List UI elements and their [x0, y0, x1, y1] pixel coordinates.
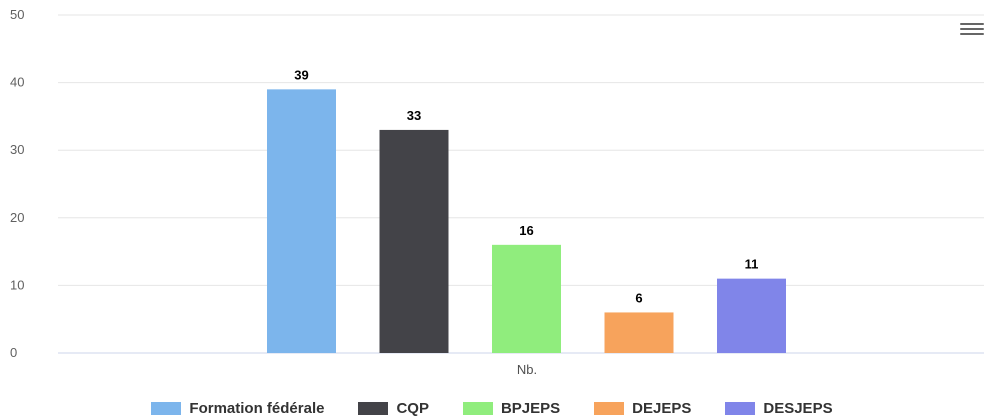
- y-axis-ticks: 0 10 20 30 40 50: [10, 7, 24, 360]
- legend-item-cqp[interactable]: CQP: [358, 400, 429, 417]
- legend-swatch: [151, 401, 182, 415]
- bar-cqp[interactable]: [379, 129, 449, 353]
- y-tick-label: 10: [10, 277, 24, 292]
- legend-item-formation-federale[interactable]: Formation fédérale: [151, 400, 324, 417]
- bar-desjeps[interactable]: [717, 278, 786, 353]
- data-labels: 39 33 16 6 11: [294, 67, 758, 305]
- data-label: 11: [745, 257, 759, 272]
- chart-plot-area: 0 10 20 30 40 50 39 33 16 6 11 Nb.: [10, 7, 984, 377]
- bar-bpjeps[interactable]: [492, 244, 561, 353]
- bars: [267, 89, 786, 354]
- legend-label: CQP: [396, 399, 429, 417]
- legend: Formation fédérale CQP BPJEPS DEJEPS DES…: [0, 399, 984, 417]
- y-tick-label: 40: [10, 75, 24, 90]
- data-label: 39: [294, 67, 308, 82]
- hamburger-menu-icon[interactable]: [960, 20, 984, 38]
- legend-label: DESJEPS: [763, 399, 833, 417]
- legend-swatch: [594, 401, 625, 415]
- y-tick-label: 0: [10, 345, 17, 360]
- y-tick-label: 30: [10, 142, 24, 157]
- legend-label: DEJEPS: [632, 399, 692, 417]
- legend-swatch: [725, 401, 756, 415]
- legend-item-bpjeps[interactable]: BPJEPS: [462, 399, 561, 417]
- y-tick-label: 20: [10, 210, 24, 225]
- legend-swatch: [358, 401, 389, 415]
- data-label: 33: [407, 108, 421, 123]
- legend-item-dejeps[interactable]: DEJEPS: [594, 400, 691, 417]
- data-label: 16: [519, 223, 533, 238]
- y-tick-label: 50: [10, 7, 24, 22]
- x-category-label: Nb.: [517, 362, 537, 377]
- grid-lines: [58, 14, 984, 286]
- bar-dejeps[interactable]: [604, 312, 674, 353]
- data-label: 6: [635, 290, 642, 305]
- bar-formation-f-d-rale[interactable]: [267, 89, 336, 354]
- legend-label: BPJEPS: [500, 399, 561, 417]
- legend-item-desjeps[interactable]: DESJEPS: [725, 399, 833, 417]
- legend-swatch: [462, 401, 493, 415]
- legend-label: Formation fédérale: [189, 399, 325, 417]
